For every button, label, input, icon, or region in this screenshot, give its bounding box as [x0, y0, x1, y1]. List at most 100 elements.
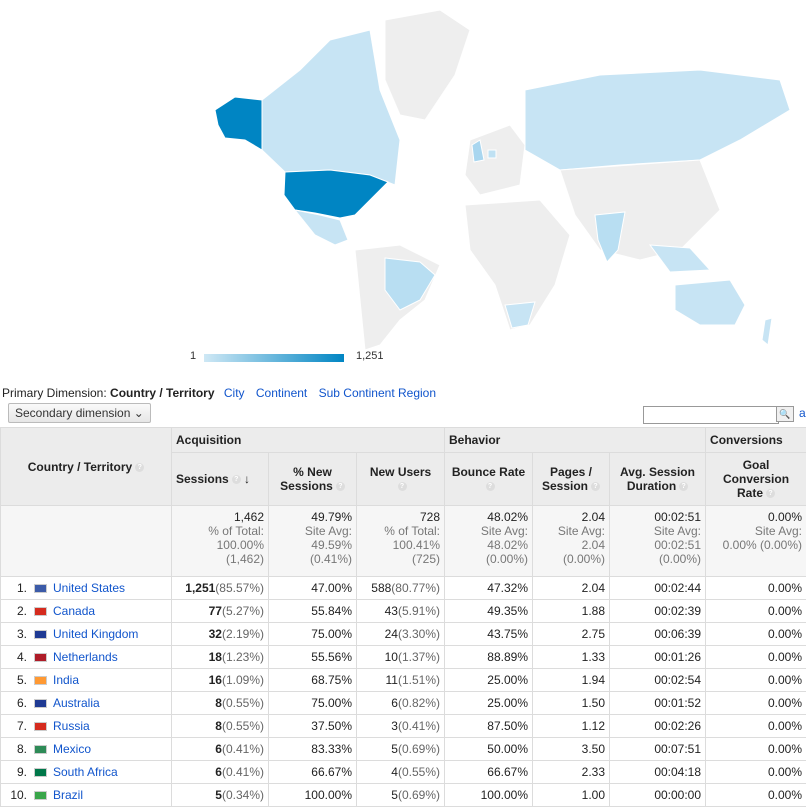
- map-region-southeast-asia[interactable]: [648, 244, 712, 273]
- country-cell[interactable]: 5. India: [0, 668, 172, 692]
- column-header-bounce-rate[interactable]: Bounce Rate?: [444, 452, 533, 506]
- country-cell[interactable]: 7. Russia: [0, 714, 172, 738]
- country-link[interactable]: Canada: [53, 604, 96, 618]
- country-link[interactable]: Netherlands: [53, 650, 118, 664]
- help-icon[interactable]: ?: [135, 462, 145, 472]
- map-region-africa[interactable]: [464, 199, 571, 331]
- country-link[interactable]: Russia: [53, 719, 90, 733]
- country-cell[interactable]: 4. Netherlands: [0, 645, 172, 669]
- bounce-rate-cell: 25.00%: [444, 668, 533, 692]
- pages-session-cell: 1.12: [532, 714, 610, 738]
- table-row[interactable]: 3. United Kingdom 32(2.19%) 75.00% 24(3.30%)…: [0, 622, 806, 646]
- table-search-input[interactable]: [643, 406, 779, 424]
- table-row[interactable]: 10. Brazil 5(0.34%) 100.00% 5(0.69%) 100.00% 1…: [0, 783, 806, 807]
- help-icon[interactable]: ?: [231, 475, 241, 485]
- country-cell[interactable]: 8. Mexico: [0, 737, 172, 761]
- column-header-new-users[interactable]: New Users?: [356, 452, 445, 506]
- map-region-mexico[interactable]: [293, 209, 349, 246]
- bounce-rate-cell: 49.35%: [444, 599, 533, 623]
- country-link[interactable]: Australia: [53, 696, 100, 710]
- column-header-sessions[interactable]: Sessions? ↓: [171, 452, 269, 506]
- country-link[interactable]: Mexico: [53, 742, 92, 756]
- map-region-united-states[interactable]: [283, 169, 389, 219]
- column-header-new-sessions[interactable]: % New Sessions?: [268, 452, 357, 506]
- table-row[interactable]: 5. India 16(1.09%) 68.75% 11(1.51%) 25.00% 1.9…: [0, 668, 806, 692]
- pages-session-cell: 2.33: [532, 760, 610, 784]
- row-index: 7.: [16, 719, 27, 733]
- avg-duration-cell: 00:02:54: [608, 668, 707, 692]
- table-row[interactable]: 4. Netherlands 18(1.23%) 55.56% 10(1.37%) 88.…: [0, 645, 806, 669]
- country-link[interactable]: United States: [53, 581, 126, 595]
- table-row[interactable]: 9. South Africa 6(0.41%) 66.67% 4(0.55%) 66.6…: [0, 760, 806, 784]
- map-region-india[interactable]: [594, 211, 626, 263]
- country-cell[interactable]: 6. Australia: [0, 691, 172, 715]
- new-users-cell: 3(0.41%): [356, 714, 445, 738]
- table-row[interactable]: 2. Canada 77(5.27%) 55.84% 43(5.91%) 49.35% 1.…: [0, 599, 806, 623]
- country-cell[interactable]: 3. United Kingdom: [0, 622, 172, 646]
- world-map[interactable]: [0, 0, 806, 378]
- country-cell[interactable]: 9. South Africa: [0, 760, 172, 784]
- dimension-link-city[interactable]: City: [223, 386, 245, 400]
- secondary-dimension-dropdown[interactable]: Secondary dimension ⌄: [8, 403, 151, 423]
- column-header-goal-conversion-rate[interactable]: Goal Conversion Rate?: [705, 452, 806, 506]
- map-region-new-zealand[interactable]: [761, 317, 773, 346]
- map-region-australia[interactable]: [674, 279, 746, 326]
- map-region-russia[interactable]: [524, 69, 791, 171]
- new-users-cell: 5(0.69%): [356, 737, 445, 761]
- help-icon[interactable]: ?: [591, 482, 601, 492]
- advanced-link[interactable]: a: [799, 406, 806, 420]
- table-row[interactable]: 6. Australia 8(0.55%) 75.00% 6(0.82%) 25.00% 1…: [0, 691, 806, 715]
- legend-gradient: [204, 354, 344, 362]
- map-region-united-kingdom[interactable]: [471, 139, 485, 163]
- totals-label-cell: [0, 505, 172, 577]
- flag-icon: [34, 653, 47, 663]
- column-header-pages-session[interactable]: Pages / Session?: [532, 452, 610, 506]
- new-users-cell: 24(3.30%): [356, 622, 445, 646]
- map-region-greenland[interactable]: [384, 9, 471, 121]
- help-icon[interactable]: ?: [335, 482, 345, 492]
- map-region-alaska[interactable]: [214, 96, 263, 151]
- new-sessions-cell: 68.75%: [268, 668, 357, 692]
- goal-conversion-cell: 0.00%: [705, 668, 806, 692]
- sort-down-icon[interactable]: ↓: [244, 472, 251, 486]
- goal-conversion-cell: 0.00%: [705, 576, 806, 600]
- dimension-link-continent[interactable]: Continent: [255, 386, 308, 400]
- column-header-avg-session-duration[interactable]: Avg. Session Duration?: [608, 452, 707, 506]
- help-icon[interactable]: ?: [766, 489, 776, 499]
- map-region-south-africa[interactable]: [504, 301, 536, 329]
- new-users-cell: 43(5.91%): [356, 599, 445, 623]
- country-cell[interactable]: 10. Brazil: [0, 783, 172, 807]
- map-region-netherlands[interactable]: [487, 149, 497, 159]
- totals-sessions: 1,462% of Total: 100.00% (1,462): [171, 505, 269, 577]
- help-icon[interactable]: ?: [485, 482, 495, 492]
- help-icon[interactable]: ?: [397, 482, 407, 492]
- country-link[interactable]: Brazil: [53, 788, 84, 802]
- flag-icon: [34, 768, 47, 778]
- search-icon[interactable]: 🔍: [776, 406, 794, 422]
- help-icon[interactable]: ?: [679, 482, 689, 492]
- flag-icon: [34, 791, 47, 801]
- new-users-cell: 5(0.69%): [356, 783, 445, 807]
- goal-conversion-cell: 0.00%: [705, 737, 806, 761]
- totals-avg-duration: 00:02:51 Site Avg: 00:02:51 (0.00%): [608, 505, 707, 577]
- country-link[interactable]: South Africa: [53, 765, 118, 779]
- column-header-country[interactable]: Country / Territory?: [0, 427, 172, 506]
- table-row[interactable]: 1. United States 1,251(85.57%) 47.00% 588(80…: [0, 576, 806, 600]
- map-region-asia[interactable]: [559, 159, 721, 261]
- row-index: 1.: [16, 581, 27, 595]
- table-row[interactable]: 7. Russia 8(0.55%) 37.50% 3(0.41%) 87.50% 1.12…: [0, 714, 806, 738]
- country-cell[interactable]: 2. Canada: [0, 599, 172, 623]
- country-link[interactable]: United Kingdom: [53, 627, 139, 641]
- flag-icon: [34, 745, 47, 755]
- avg-duration-cell: 00:04:18: [608, 760, 707, 784]
- sessions-cell: 1,251(85.57%): [171, 576, 269, 600]
- country-cell[interactable]: 1. United States: [0, 576, 172, 600]
- map-region-brazil[interactable]: [384, 257, 436, 311]
- map-region-canada[interactable]: [261, 29, 401, 186]
- dimension-link-sub-continent-region[interactable]: Sub Continent Region: [318, 386, 437, 400]
- new-sessions-cell: 100.00%: [268, 783, 357, 807]
- flag-icon: [34, 607, 47, 617]
- avg-duration-cell: 00:02:44: [608, 576, 707, 600]
- table-row[interactable]: 8. Mexico 6(0.41%) 83.33% 5(0.69%) 50.00% 3.50…: [0, 737, 806, 761]
- country-link[interactable]: India: [53, 673, 80, 687]
